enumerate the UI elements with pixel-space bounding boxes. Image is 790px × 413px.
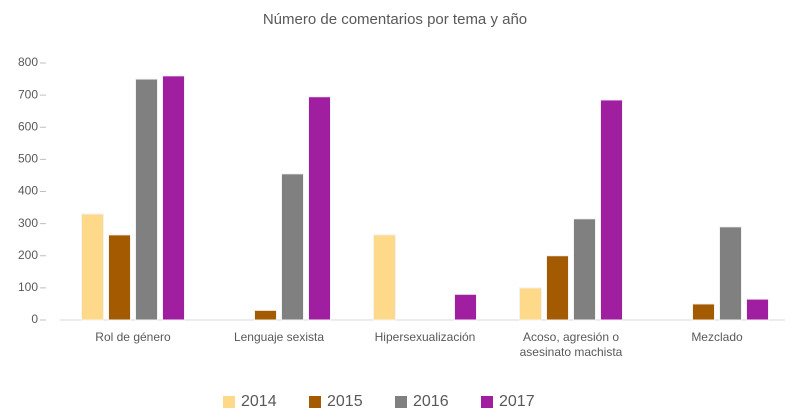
y-tick-label: 400 (18, 184, 38, 198)
bar (81, 213, 104, 321)
y-tick-label: 800 (18, 55, 38, 69)
bar (135, 78, 158, 321)
legend-swatch (223, 396, 235, 408)
bar (746, 298, 769, 321)
y-tick-label: 100 (18, 280, 38, 294)
bar (573, 218, 596, 321)
bar (308, 96, 331, 321)
y-tick-label: 200 (18, 248, 38, 262)
legend-swatch (309, 396, 321, 408)
legend-label: 2015 (327, 393, 363, 410)
bar (719, 226, 742, 321)
legend-swatch (395, 396, 407, 408)
bar (281, 173, 304, 321)
bar (254, 309, 277, 321)
x-tick-label: Hipersexualización (374, 330, 476, 344)
chart-title: Número de comentarios por tema y año (263, 11, 527, 28)
bar (692, 303, 715, 321)
x-tick-label: Lenguaje sexista (233, 330, 325, 344)
bar (373, 234, 396, 321)
y-tick-label: 600 (18, 119, 38, 133)
y-tick-label: 0 (31, 312, 38, 326)
x-tick-label: Acoso, agresión o asesinato machista (519, 330, 623, 359)
legend-label: 2017 (499, 393, 535, 410)
bar (519, 287, 542, 321)
y-tick-label: 300 (18, 216, 38, 230)
y-tick-label: 500 (18, 152, 38, 166)
legend-swatch (481, 396, 493, 408)
y-tick-label: 700 (18, 87, 38, 101)
x-tick-label: Mezclado (691, 330, 743, 344)
x-tick-label: Rol de género (95, 330, 171, 344)
bar (454, 293, 477, 321)
bar (108, 234, 131, 321)
legend-label: 2016 (413, 393, 449, 410)
bar (546, 255, 569, 321)
legend-label: 2014 (241, 393, 277, 410)
bar (600, 99, 623, 321)
bar (162, 75, 185, 321)
